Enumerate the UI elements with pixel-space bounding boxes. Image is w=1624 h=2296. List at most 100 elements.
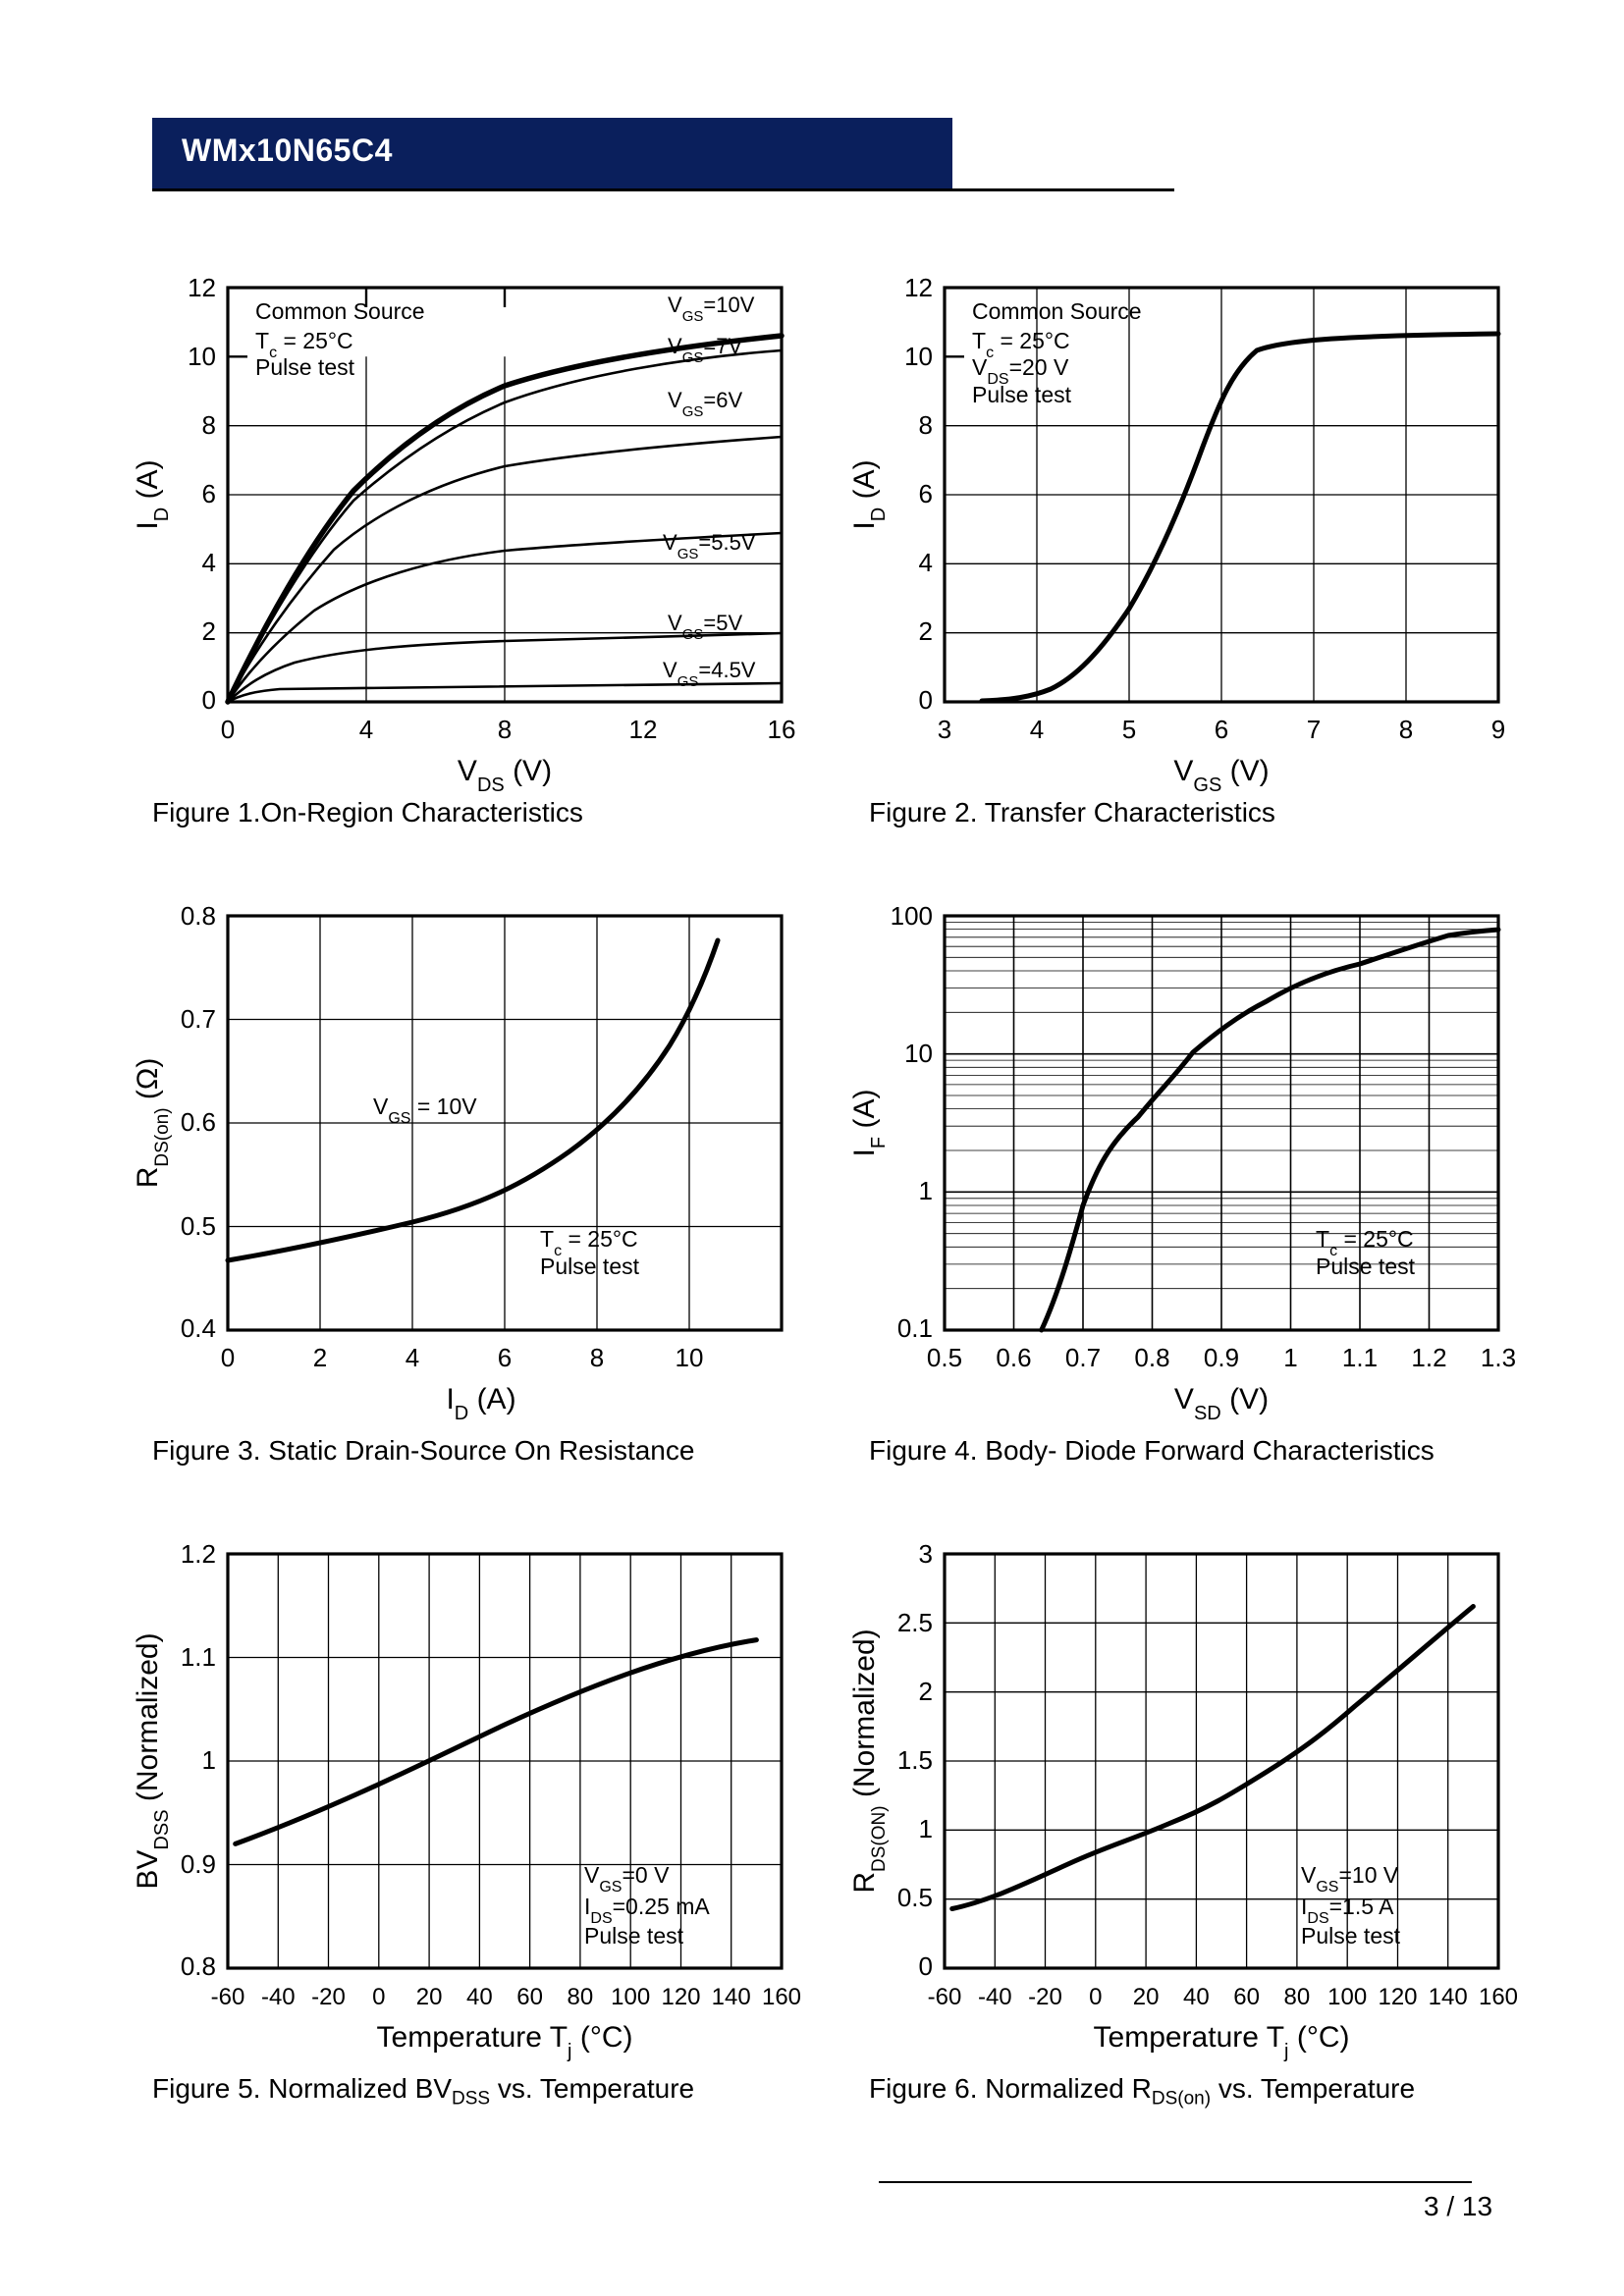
svg-text:16: 16 [768, 715, 796, 744]
svg-text:-60: -60 [211, 1984, 245, 2010]
svg-text:3: 3 [919, 1539, 933, 1569]
svg-text:80: 80 [568, 1984, 594, 2010]
svg-text:0: 0 [1089, 1984, 1102, 2010]
svg-text:Pulse test: Pulse test [1316, 1254, 1416, 1279]
svg-text:IDS=0.25 mA: IDS=0.25 mA [584, 1894, 710, 1927]
svg-text:VGS=0 V: VGS=0 V [584, 1862, 670, 1896]
svg-text:0: 0 [221, 1343, 235, 1372]
svg-text:100: 100 [891, 901, 933, 931]
svg-text:0.8: 0.8 [181, 901, 216, 931]
svg-text:VGS=5.5V: VGS=5.5V [663, 530, 756, 562]
svg-text:Pulse test: Pulse test [540, 1254, 640, 1279]
svg-text:Temperature Tj (°C): Temperature Tj (°C) [377, 2021, 633, 2062]
svg-text:2.5: 2.5 [897, 1608, 933, 1637]
svg-text:0.8: 0.8 [181, 1951, 216, 1981]
svg-text:2: 2 [919, 616, 933, 646]
svg-text:6: 6 [202, 479, 216, 508]
svg-text:0: 0 [372, 1984, 385, 2010]
svg-text:0: 0 [221, 715, 235, 744]
svg-text:40: 40 [1183, 1984, 1210, 2010]
svg-text:Pulse test: Pulse test [584, 1923, 684, 1949]
svg-text:Pulse test: Pulse test [1301, 1923, 1401, 1949]
svg-text:VSD (V): VSD (V) [1174, 1383, 1269, 1424]
svg-text:-40: -40 [261, 1984, 296, 2010]
svg-text:1.5: 1.5 [897, 1745, 933, 1775]
svg-text:VGS=5V: VGS=5V [668, 611, 742, 643]
svg-text:0.5: 0.5 [927, 1343, 962, 1372]
svg-text:0: 0 [919, 685, 933, 715]
svg-text:VDS (V): VDS (V) [458, 755, 552, 796]
svg-text:-20: -20 [1028, 1984, 1062, 2010]
svg-text:160: 160 [1479, 1984, 1518, 2010]
svg-text:0.8: 0.8 [1134, 1343, 1169, 1372]
svg-text:Pulse test: Pulse test [255, 354, 355, 380]
svg-text:120: 120 [1378, 1984, 1417, 2010]
svg-text:40: 40 [466, 1984, 493, 2010]
svg-text:ID (A): ID (A) [446, 1383, 515, 1424]
svg-text:VGS=10V: VGS=10V [668, 293, 755, 325]
svg-text:1.1: 1.1 [1342, 1343, 1378, 1372]
svg-text:0.6: 0.6 [181, 1107, 216, 1137]
svg-text:-20: -20 [311, 1984, 346, 2010]
svg-text:140: 140 [1429, 1984, 1468, 2010]
svg-text:8: 8 [590, 1343, 604, 1372]
svg-text:1: 1 [919, 1176, 933, 1205]
svg-text:VGS=6V: VGS=6V [668, 388, 742, 420]
svg-text:20: 20 [1133, 1984, 1160, 2010]
svg-text:4: 4 [359, 715, 373, 744]
svg-text:2: 2 [313, 1343, 327, 1372]
svg-text:VGS = 10V: VGS = 10V [373, 1094, 477, 1127]
svg-text:10: 10 [676, 1343, 704, 1372]
svg-text:12: 12 [629, 715, 658, 744]
svg-text:60: 60 [1233, 1984, 1260, 2010]
svg-text:4: 4 [406, 1343, 419, 1372]
svg-text:0.9: 0.9 [1204, 1343, 1239, 1372]
svg-text:0.6: 0.6 [996, 1343, 1031, 1372]
svg-text:0.5: 0.5 [897, 1883, 933, 1912]
svg-text:0.7: 0.7 [181, 1004, 216, 1034]
svg-text:8: 8 [919, 410, 933, 440]
svg-text:4: 4 [919, 548, 933, 577]
svg-text:1.2: 1.2 [181, 1539, 216, 1569]
svg-text:1.3: 1.3 [1481, 1343, 1516, 1372]
svg-text:2: 2 [919, 1677, 933, 1706]
svg-text:Temperature Tj (°C): Temperature Tj (°C) [1094, 2021, 1350, 2062]
svg-text:6: 6 [919, 479, 933, 508]
svg-text:IF (A): IF (A) [848, 1090, 890, 1157]
svg-text:-40: -40 [978, 1984, 1012, 2010]
svg-text:Common Source: Common Source [255, 298, 425, 324]
svg-text:8: 8 [202, 410, 216, 440]
svg-text:10: 10 [188, 342, 216, 371]
svg-text:BVDSS (Normalized): BVDSS (Normalized) [132, 1632, 173, 1889]
svg-text:100: 100 [1327, 1984, 1367, 2010]
svg-text:100: 100 [611, 1984, 650, 2010]
svg-text:20: 20 [416, 1984, 443, 2010]
svg-text:120: 120 [661, 1984, 700, 2010]
svg-text:0: 0 [202, 685, 216, 715]
svg-text:ID (A): ID (A) [132, 459, 173, 529]
svg-text:7: 7 [1307, 715, 1321, 744]
svg-text:0.4: 0.4 [181, 1313, 216, 1343]
svg-text:12: 12 [904, 273, 933, 302]
svg-text:1.1: 1.1 [181, 1642, 216, 1672]
svg-text:9: 9 [1491, 715, 1505, 744]
svg-text:RDS(on) (Ω): RDS(on) (Ω) [132, 1058, 173, 1189]
svg-text:10: 10 [904, 342, 933, 371]
svg-text:0.1: 0.1 [897, 1313, 933, 1343]
svg-text:0.7: 0.7 [1065, 1343, 1101, 1372]
svg-text:140: 140 [712, 1984, 751, 2010]
svg-text:6: 6 [1215, 715, 1228, 744]
svg-text:5: 5 [1122, 715, 1136, 744]
svg-text:VGS=10 V: VGS=10 V [1301, 1862, 1399, 1896]
svg-text:Common Source: Common Source [972, 298, 1142, 324]
svg-text:0: 0 [919, 1951, 933, 1981]
svg-text:2: 2 [202, 616, 216, 646]
svg-text:60: 60 [516, 1984, 543, 2010]
svg-text:RDS(ON) (Normalized): RDS(ON) (Normalized) [848, 1629, 890, 1893]
svg-text:Pulse test: Pulse test [972, 382, 1072, 407]
svg-text:ID (A): ID (A) [848, 459, 890, 529]
svg-text:1.2: 1.2 [1411, 1343, 1446, 1372]
svg-text:10: 10 [904, 1039, 933, 1068]
svg-text:1: 1 [919, 1814, 933, 1843]
svg-text:0.9: 0.9 [181, 1849, 216, 1879]
